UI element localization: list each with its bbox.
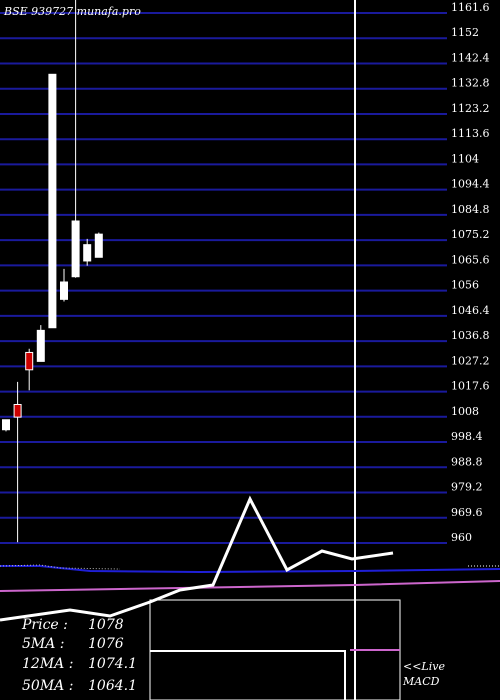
- indicator-line-white: [0, 495, 394, 622]
- candle-body: [94, 233, 103, 258]
- y-tick-label: 988.8: [451, 455, 483, 468]
- ma50-readout-value: 1064.1: [88, 678, 137, 694]
- y-tick-label: 1008: [451, 405, 479, 418]
- y-tick-label: 1036.8: [451, 329, 490, 342]
- candle-body: [60, 281, 68, 300]
- y-tick-label: 960: [451, 531, 472, 544]
- candle-body: [83, 244, 92, 262]
- y-tick-label: 979.2: [451, 481, 483, 494]
- y-tick-label: 1075.2: [451, 228, 490, 241]
- ma50-readout-label: 50MA :: [22, 678, 73, 694]
- price-readout-value: 1078: [88, 617, 124, 633]
- ma12-readout-label: 12MA :: [22, 656, 73, 672]
- candle-body: [48, 73, 57, 329]
- y-tick-label: 1017.6: [451, 380, 490, 393]
- candle-body: [71, 220, 80, 278]
- y-tick-label: 969.6: [451, 506, 483, 519]
- candle-body: [36, 329, 45, 362]
- y-tick-label: 1113.6: [451, 127, 490, 140]
- indicator-line-blue: [0, 565, 500, 574]
- y-tick-label: 1161.6: [451, 1, 490, 14]
- macd-label-live: <<Live: [403, 660, 445, 673]
- ma12-readout-value: 1074.1: [88, 656, 137, 672]
- macd-line: [150, 650, 346, 700]
- ma5-readout-value: 1076: [88, 636, 124, 652]
- y-tick-label: 1123.2: [451, 102, 490, 115]
- y-tick-label: 1142.4: [451, 51, 490, 64]
- y-tick-label: 998.4: [451, 430, 483, 443]
- y-tick-label: 1152: [451, 26, 479, 39]
- y-tick-label: 1132.8: [451, 77, 490, 90]
- y-tick-label: 1094.4: [451, 178, 490, 191]
- ma5-readout-label: 5MA :: [22, 636, 65, 652]
- y-tick-label: 1065.6: [451, 253, 490, 266]
- macd-label: MACD: [402, 675, 440, 688]
- y-tick-label: 1056: [451, 279, 479, 292]
- indicator-line-dotted: [0, 564, 121, 570]
- candle-body: [25, 351, 34, 371]
- candle-body: [13, 404, 22, 418]
- y-tick-label: 1084.8: [451, 203, 490, 216]
- y-tick-label: 1104: [451, 152, 479, 165]
- candle-body: [2, 419, 10, 431]
- chart-header: BSE 939727 munafa.pro: [3, 5, 141, 18]
- y-tick-label: 1027.2: [451, 354, 490, 367]
- price-readout-label: Price :: [21, 617, 68, 633]
- y-tick-label: 1046.4: [451, 304, 490, 317]
- indicator-line-magenta: [0, 580, 500, 592]
